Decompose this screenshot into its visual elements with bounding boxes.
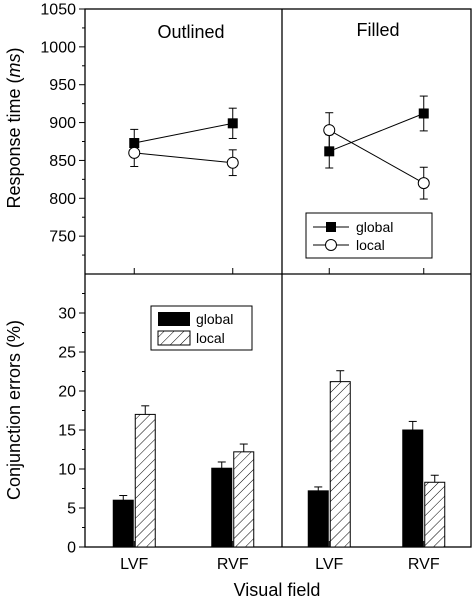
y-axis-title-top-prefix: Response time ( [4, 77, 24, 208]
panel-title-outlined: Outlined [157, 22, 224, 42]
y-bottom-tick-label: 15 [58, 423, 76, 440]
y-top-tick-label: 900 [49, 115, 76, 132]
x-axis-title: Visual field [234, 580, 321, 600]
series-line-global [329, 113, 424, 152]
legend-bar-local-label: local [196, 330, 225, 346]
y-top-tick-label: 750 [49, 229, 76, 246]
plot-frame [84, 8, 472, 548]
legend-top: global local [305, 212, 433, 259]
y-top-tick-label: 800 [49, 191, 76, 208]
y-bottom-tick-label: 10 [58, 462, 76, 479]
y-bottom-tick-label: 30 [58, 306, 76, 323]
x-tick-label: LVF [315, 556, 343, 573]
series-line-global [134, 122, 233, 144]
x-tick-label: RVF [217, 556, 249, 573]
y-bottom-tick-label: 0 [67, 540, 76, 557]
data-point-local [417, 177, 430, 190]
y-bottom-tick-label: 20 [58, 384, 76, 401]
y-ticks-bottom: 0 5 10 15 20 25 30 [58, 293, 85, 557]
data-point-local [323, 124, 336, 137]
legend-top-box [305, 212, 433, 259]
y-bottom-tick-label: 5 [67, 501, 76, 518]
bar-global [211, 467, 233, 548]
y-axis-title-top-unit: ms [4, 53, 24, 77]
x-ticks: LVF RVF LVF RVF [120, 268, 440, 573]
y-top-tick-label: 1050 [40, 2, 76, 19]
y-bottom-tick-label: 25 [58, 345, 76, 362]
data-point-local [226, 156, 239, 169]
y-top-tick-label: 1000 [40, 39, 76, 56]
legend-local-marker [325, 239, 337, 251]
bar-local [329, 381, 351, 548]
legend-bar-global-label: global [196, 311, 233, 327]
x-tick-label: LVF [120, 556, 148, 573]
bar-global [112, 499, 134, 548]
series-line-local [329, 129, 424, 184]
legend-local-label: local [356, 237, 385, 253]
bar-local [134, 413, 156, 548]
legend-global-marker [326, 222, 336, 232]
y-axis-title-top-suffix: ) [4, 47, 24, 53]
bar-series [112, 370, 446, 548]
bar-global [307, 490, 329, 548]
legend-global-swatch [158, 312, 190, 326]
line-series [128, 95, 430, 200]
y-axis-title-bottom: Conjunction errors (%) [4, 320, 24, 500]
legend-local-swatch [157, 330, 191, 346]
panel-title-filled: Filled [356, 20, 399, 40]
bar-local [233, 451, 255, 548]
data-point-global [324, 146, 335, 157]
y-axis-title-top: Response time (ms) [4, 47, 24, 208]
y-top-tick-label: 950 [49, 77, 76, 94]
legend-global-label: global [356, 219, 393, 235]
data-point-global [227, 118, 238, 129]
series-line-local [134, 152, 233, 164]
y-ticks-top: 750 800 850 900 950 1000 1050 [40, 2, 85, 256]
y-top-tick-label: 850 [49, 153, 76, 170]
bar-global [402, 429, 424, 548]
legend-bottom: global local [150, 305, 253, 351]
data-point-local [128, 146, 141, 159]
data-point-global [418, 108, 429, 119]
bar-local [424, 481, 446, 548]
x-tick-label: RVF [408, 556, 440, 573]
